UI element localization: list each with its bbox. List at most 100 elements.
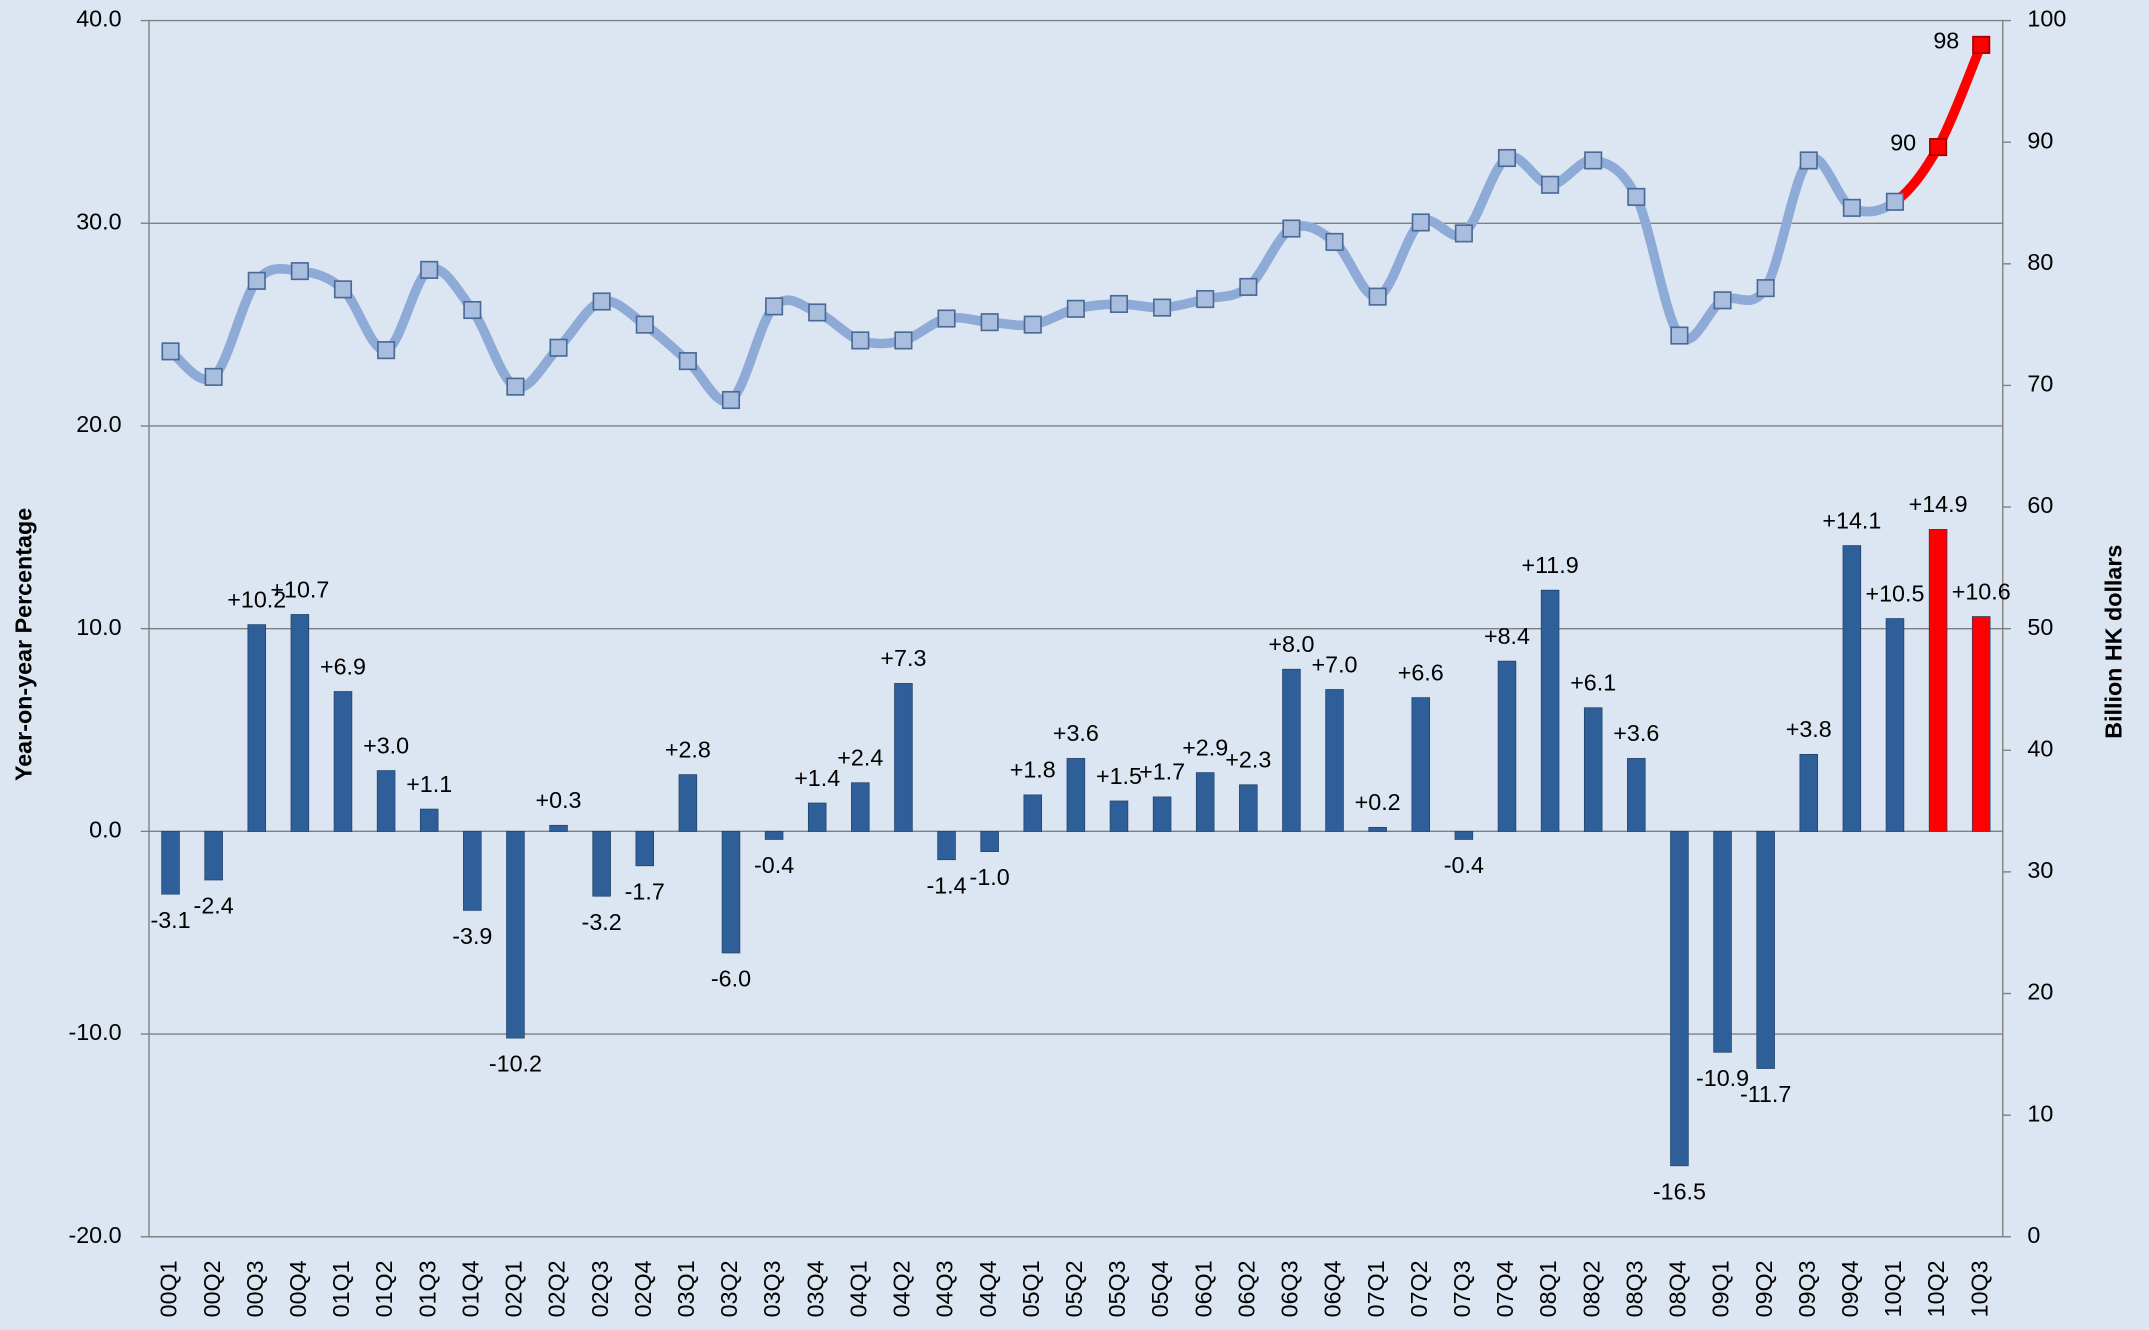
x-tick-label: 01Q4 — [457, 1260, 483, 1317]
line-marker — [1799, 151, 1818, 170]
x-tick-label: 05Q4 — [1147, 1260, 1173, 1317]
bar-value-label: +7.0 — [1312, 651, 1358, 677]
bar-value-label: +10.7 — [270, 576, 329, 602]
x-tick-label: 03Q2 — [716, 1260, 742, 1317]
bar-value-label: -6.0 — [711, 966, 751, 992]
x-tick-label: 06Q3 — [1277, 1260, 1303, 1317]
bar — [1756, 831, 1775, 1069]
bar — [463, 831, 482, 911]
x-tick-label: 05Q3 — [1104, 1260, 1130, 1317]
line-marker — [463, 300, 482, 320]
x-tick-label: 04Q3 — [932, 1260, 958, 1317]
bar — [506, 831, 525, 1039]
line-marker — [1756, 279, 1775, 298]
x-tick-label: 09Q3 — [1794, 1260, 1820, 1317]
bar-value-label: -16.5 — [1653, 1178, 1706, 1204]
x-tick-label: 07Q3 — [1449, 1260, 1475, 1317]
bar-value-label: +2.4 — [837, 745, 883, 771]
bar-value-label: -3.2 — [582, 909, 622, 935]
bar-value-label: +7.3 — [880, 645, 926, 671]
bar-value-label: -0.4 — [1444, 852, 1484, 878]
line-marker — [1713, 291, 1732, 310]
x-tick-label: 03Q3 — [759, 1260, 785, 1317]
bar — [247, 624, 267, 832]
y-tick-label: -10.0 — [68, 1019, 121, 1045]
x-tick-label: 02Q2 — [544, 1260, 570, 1317]
y2-tick-label: 100 — [2027, 6, 2066, 32]
line-marker — [894, 331, 913, 350]
line-marker — [1368, 287, 1387, 306]
bar — [1368, 826, 1387, 832]
bar-value-label: +14.1 — [1822, 507, 1881, 533]
bar — [204, 831, 223, 881]
y-axis-title: Year-on-year Percentage — [11, 508, 37, 781]
bar — [333, 691, 353, 832]
x-tick-label: 02Q3 — [587, 1260, 613, 1317]
bar — [1325, 689, 1344, 832]
bar-value-label: -1.4 — [926, 872, 966, 898]
x-tick-label: 09Q2 — [1751, 1260, 1777, 1317]
bar-value-label: -1.7 — [625, 878, 665, 904]
x-tick-label: 06Q1 — [1190, 1260, 1216, 1317]
y2-tick-label: 10 — [2027, 1100, 2053, 1126]
bar-value-label: +1.8 — [1010, 757, 1056, 783]
bar — [980, 831, 999, 852]
line-marker — [420, 260, 439, 279]
line-marker — [851, 331, 870, 350]
bar — [549, 824, 568, 832]
x-tick-label: 04Q4 — [975, 1260, 1001, 1317]
bar — [1239, 784, 1258, 832]
bar-value-label: -3.1 — [150, 907, 190, 933]
x-tick-label: 01Q1 — [328, 1260, 354, 1317]
bar — [1152, 796, 1172, 832]
x-tick-label: 06Q2 — [1233, 1260, 1259, 1317]
y2-tick-label: 20 — [2027, 979, 2053, 1005]
bar — [1842, 545, 1862, 832]
bar-value-label: +6.9 — [320, 653, 366, 679]
x-tick-label: 01Q2 — [371, 1260, 397, 1317]
bar — [678, 774, 698, 832]
x-tick-label: 08Q4 — [1665, 1260, 1691, 1317]
bar-value-label: -0.4 — [754, 852, 794, 878]
x-tick-label: 10Q1 — [1880, 1260, 1906, 1317]
line-marker — [290, 262, 309, 281]
y2-tick-label: 60 — [2027, 492, 2053, 518]
line-marker — [1282, 219, 1301, 238]
line-marker — [549, 338, 568, 357]
line-marker — [1109, 294, 1129, 313]
line-marker — [1885, 192, 1905, 211]
bar-value-label: -10.9 — [1696, 1065, 1749, 1091]
bar — [851, 782, 870, 832]
x-tick-label: 08Q1 — [1535, 1260, 1561, 1317]
y2-tick-label: 50 — [2027, 614, 2053, 640]
y-tick-label: 20.0 — [76, 411, 121, 437]
bar-value-label: +8.0 — [1268, 631, 1314, 657]
bar — [290, 614, 310, 832]
line-marker — [980, 313, 999, 332]
bar — [721, 831, 741, 954]
bar — [1885, 618, 1905, 832]
line-marker — [1239, 277, 1258, 296]
x-tick-label: 08Q2 — [1578, 1260, 1604, 1317]
x-tick-label: 01Q3 — [414, 1260, 440, 1317]
line-marker — [161, 342, 180, 361]
line-marker — [1541, 175, 1560, 194]
x-tick-label: 09Q1 — [1708, 1260, 1734, 1317]
line-marker — [1842, 198, 1861, 217]
bar — [1971, 616, 1991, 832]
x-tick-label: 00Q3 — [242, 1260, 268, 1317]
bar — [1713, 831, 1732, 1053]
bar — [894, 683, 913, 832]
x-tick-label: 05Q1 — [1018, 1260, 1044, 1317]
y2-tick-label: 30 — [2027, 857, 2053, 883]
x-tick-label: 07Q1 — [1363, 1260, 1389, 1317]
line-marker — [1584, 151, 1603, 170]
line-marker — [1929, 138, 1948, 157]
bar-value-label: +6.1 — [1570, 670, 1616, 696]
line-value-label: 90 — [1890, 129, 1916, 155]
line-marker — [1627, 187, 1646, 206]
line-marker — [808, 303, 827, 322]
bar — [1454, 831, 1474, 840]
bar — [1066, 758, 1086, 832]
